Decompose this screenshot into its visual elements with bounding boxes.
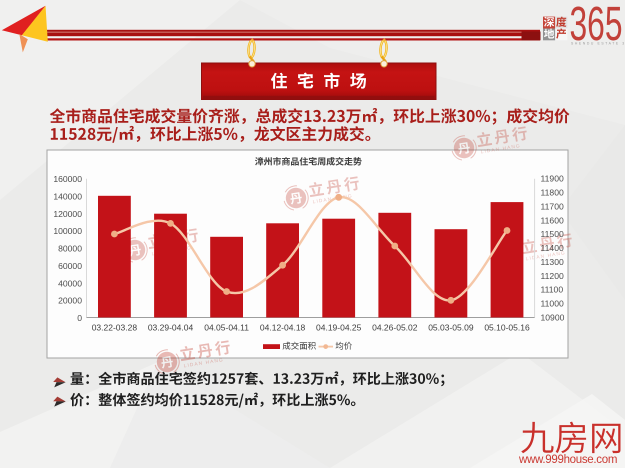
svg-text:www.999house.com: www.999house.com — [518, 454, 617, 466]
svg-text:0: 0 — [77, 313, 82, 323]
svg-text:100000: 100000 — [53, 226, 82, 236]
svg-text:60000: 60000 — [58, 261, 82, 271]
svg-text:20000: 20000 — [58, 296, 82, 306]
svg-text:03.29-04.04: 03.29-04.04 — [148, 323, 194, 333]
svg-text:11600: 11600 — [541, 215, 564, 225]
svg-text:04.05-04.11: 04.05-04.11 — [204, 323, 249, 333]
svg-text:160000: 160000 — [53, 174, 82, 184]
svg-text:04.26-05.02: 04.26-05.02 — [372, 323, 418, 333]
svg-text:11100: 11100 — [541, 285, 564, 295]
svg-text:11700: 11700 — [541, 202, 564, 212]
svg-text:11300: 11300 — [541, 257, 564, 267]
svg-text:11200: 11200 — [541, 271, 564, 281]
svg-text:365: 365 — [570, 0, 623, 51]
svg-text:04.19-04.25: 04.19-04.25 — [316, 323, 362, 333]
svg-text:04.12-04.18: 04.12-04.18 — [260, 323, 306, 333]
svg-text:03.22-03.28: 03.22-03.28 — [92, 323, 138, 333]
svg-text:11400: 11400 — [541, 243, 564, 253]
svg-text:80000: 80000 — [58, 244, 82, 254]
svg-text:10900: 10900 — [541, 313, 565, 323]
svg-text:05.10-05.16: 05.10-05.16 — [484, 323, 530, 333]
svg-text:05.03-05.09: 05.03-05.09 — [428, 323, 474, 333]
svg-text:140000: 140000 — [53, 192, 82, 202]
svg-text:120000: 120000 — [53, 209, 82, 219]
svg-text:11800: 11800 — [541, 188, 564, 198]
svg-text:11900: 11900 — [541, 174, 564, 184]
svg-text:SHENDU ESTATE 365: SHENDU ESTATE 365 — [571, 42, 625, 46]
svg-text:11500: 11500 — [541, 229, 564, 239]
svg-text:40000: 40000 — [58, 278, 82, 288]
svg-text:11000: 11000 — [541, 299, 564, 309]
